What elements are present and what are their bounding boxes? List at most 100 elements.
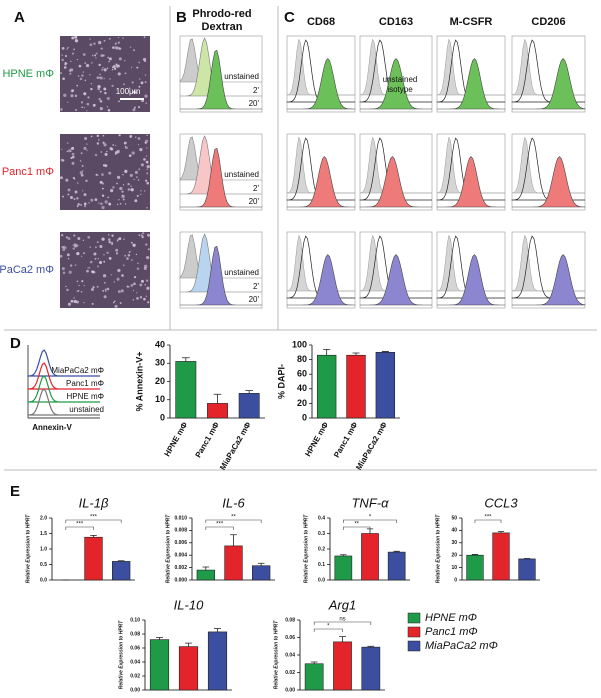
- cell: [59, 71, 63, 75]
- cell: [106, 150, 108, 153]
- cell: [91, 54, 94, 57]
- panel-label: D: [10, 335, 21, 352]
- cell: [99, 73, 101, 76]
- histogram-frame: [511, 231, 586, 309]
- y-tick-label: 1.0: [40, 546, 47, 552]
- cell: [76, 197, 79, 200]
- cell: [83, 107, 86, 109]
- bar: [518, 558, 536, 581]
- bar: [334, 555, 353, 581]
- cell: [98, 202, 100, 204]
- cell: [124, 254, 127, 257]
- cell: [106, 67, 109, 69]
- cell: [127, 254, 131, 257]
- cell: [108, 256, 112, 260]
- cell: [116, 203, 119, 206]
- cell: [146, 147, 148, 149]
- cell: [74, 264, 77, 266]
- significance-label: ns: [339, 617, 345, 623]
- cell: [138, 106, 141, 109]
- cell: [81, 106, 84, 109]
- cell: [74, 190, 78, 194]
- cell: [127, 188, 131, 191]
- cell: [74, 108, 78, 112]
- cell: [81, 74, 84, 77]
- bar: [346, 354, 366, 419]
- error-bar: [245, 390, 253, 394]
- y-tick-label: 0: [160, 412, 165, 422]
- cell: [138, 85, 141, 88]
- cell: [117, 41, 121, 44]
- cell: [62, 271, 66, 275]
- cell: [143, 264, 148, 268]
- cell: [122, 264, 125, 267]
- y-tick-label: 80: [297, 354, 307, 364]
- cell: [144, 283, 147, 286]
- cell: [108, 57, 112, 61]
- cell: [145, 155, 148, 157]
- cell: [135, 136, 137, 138]
- cell: [143, 297, 146, 301]
- cell: [104, 152, 108, 157]
- cell: [142, 57, 147, 62]
- significance-label: **: [354, 522, 359, 528]
- cell: [70, 94, 74, 98]
- cell: [72, 247, 75, 250]
- cell: [80, 203, 83, 206]
- control-label: unstained: [383, 75, 418, 84]
- error-bar: [230, 534, 237, 546]
- cell: [113, 64, 116, 67]
- cell: [87, 96, 90, 99]
- cell: [131, 151, 135, 155]
- cell: [65, 285, 67, 288]
- cell: [138, 78, 141, 80]
- cell: [146, 181, 149, 185]
- cell: [99, 77, 101, 79]
- cell: [139, 296, 143, 299]
- cell: [66, 253, 70, 257]
- histogram: [287, 254, 356, 306]
- cell: [99, 90, 102, 93]
- cell: [117, 72, 121, 76]
- cell: [97, 257, 99, 260]
- cell: [113, 281, 116, 283]
- cell: [126, 257, 129, 260]
- y-tick-label: 20: [155, 376, 165, 386]
- cell: [115, 46, 119, 50]
- cell: [103, 281, 106, 284]
- cell: [134, 199, 138, 203]
- y-tick-label: 0.08: [130, 631, 140, 637]
- y-tick-label: 0.04: [285, 652, 295, 658]
- cell: [103, 68, 107, 72]
- cell: [73, 234, 76, 237]
- cell: [86, 269, 89, 273]
- histogram-frame: [286, 133, 356, 211]
- y-tick-label: 0.0: [40, 577, 47, 583]
- cell: [94, 153, 98, 157]
- cell: [147, 248, 150, 251]
- cell: [103, 87, 107, 91]
- bar: [207, 403, 228, 419]
- cell: [145, 295, 147, 297]
- histogram-label: 20': [249, 295, 260, 304]
- bar: [224, 545, 243, 581]
- y-tick-label: 0.3: [318, 531, 325, 537]
- cell: [71, 89, 75, 92]
- cell: [66, 150, 69, 153]
- histogram-label: unstained: [224, 268, 259, 277]
- cell: [92, 103, 96, 107]
- error-bar: [213, 393, 222, 404]
- cell: [124, 203, 127, 205]
- cell: [128, 154, 132, 157]
- cell: [124, 169, 128, 174]
- histogram: [360, 58, 432, 110]
- bar: [112, 561, 131, 581]
- cell: [90, 82, 93, 85]
- cell: [95, 52, 98, 55]
- histogram-frame: [286, 231, 356, 309]
- error-bar: [90, 534, 97, 538]
- cell: [116, 277, 120, 281]
- y-tick-label: 0.5: [40, 562, 47, 568]
- cell: [130, 188, 132, 191]
- chart-title: IL-10: [174, 597, 204, 612]
